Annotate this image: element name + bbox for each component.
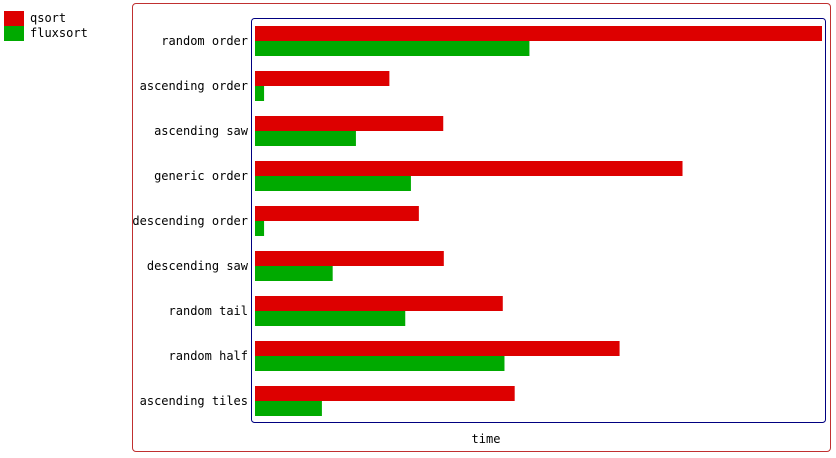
category-label-ascending-tiles: ascending tiles [140, 394, 248, 408]
bar-fluxsort-random-half [255, 356, 505, 371]
category-label-descending-saw: descending saw [147, 259, 249, 273]
chart-frame [132, 3, 831, 452]
category-label-generic-order: generic order [154, 169, 248, 183]
bar-fluxsort-ascending-saw [255, 131, 356, 146]
bar-fluxsort-ascending-tiles [255, 401, 322, 416]
category-label-ascending-saw: ascending saw [154, 124, 249, 138]
bar-qsort-random-half [255, 341, 620, 356]
legend-swatch-qsort [4, 11, 24, 26]
bar-qsort-random-order [255, 26, 822, 41]
legend: qsort fluxsort [4, 11, 88, 41]
category-label-random-half: random half [169, 349, 248, 363]
bar-qsort-ascending-tiles [255, 386, 515, 401]
category-labels: random order ascending order ascending saw… [132, 34, 248, 408]
legend-label-qsort: qsort [30, 11, 67, 25]
plot-area [251, 18, 826, 423]
category-label-descending-order: descending order [132, 214, 248, 228]
legend-item-qsort: qsort [4, 11, 88, 26]
bar-qsort-generic-order [255, 161, 683, 176]
x-axis-label: time [472, 432, 501, 446]
bar-fluxsort-random-order [255, 41, 530, 56]
bars-group [255, 26, 822, 416]
bar-fluxsort-ascending-order [255, 86, 265, 101]
category-label-random-tail: random tail [169, 304, 248, 318]
bar-qsort-descending-order [255, 206, 419, 221]
legend-item-fluxsort: fluxsort [4, 26, 88, 41]
bar-fluxsort-descending-saw [255, 266, 333, 281]
bar-fluxsort-generic-order [255, 176, 411, 191]
bar-qsort-random-tail [255, 296, 503, 311]
category-label-ascending-order: ascending order [140, 79, 248, 93]
bar-qsort-descending-saw [255, 251, 444, 266]
bar-qsort-ascending-saw [255, 116, 444, 131]
legend-swatch-fluxsort [4, 26, 24, 41]
legend-label-fluxsort: fluxsort [30, 26, 88, 40]
bar-fluxsort-random-tail [255, 311, 406, 326]
bar-fluxsort-descending-order [255, 221, 265, 236]
category-label-random-order: random order [161, 34, 248, 48]
bar-qsort-ascending-order [255, 71, 390, 86]
